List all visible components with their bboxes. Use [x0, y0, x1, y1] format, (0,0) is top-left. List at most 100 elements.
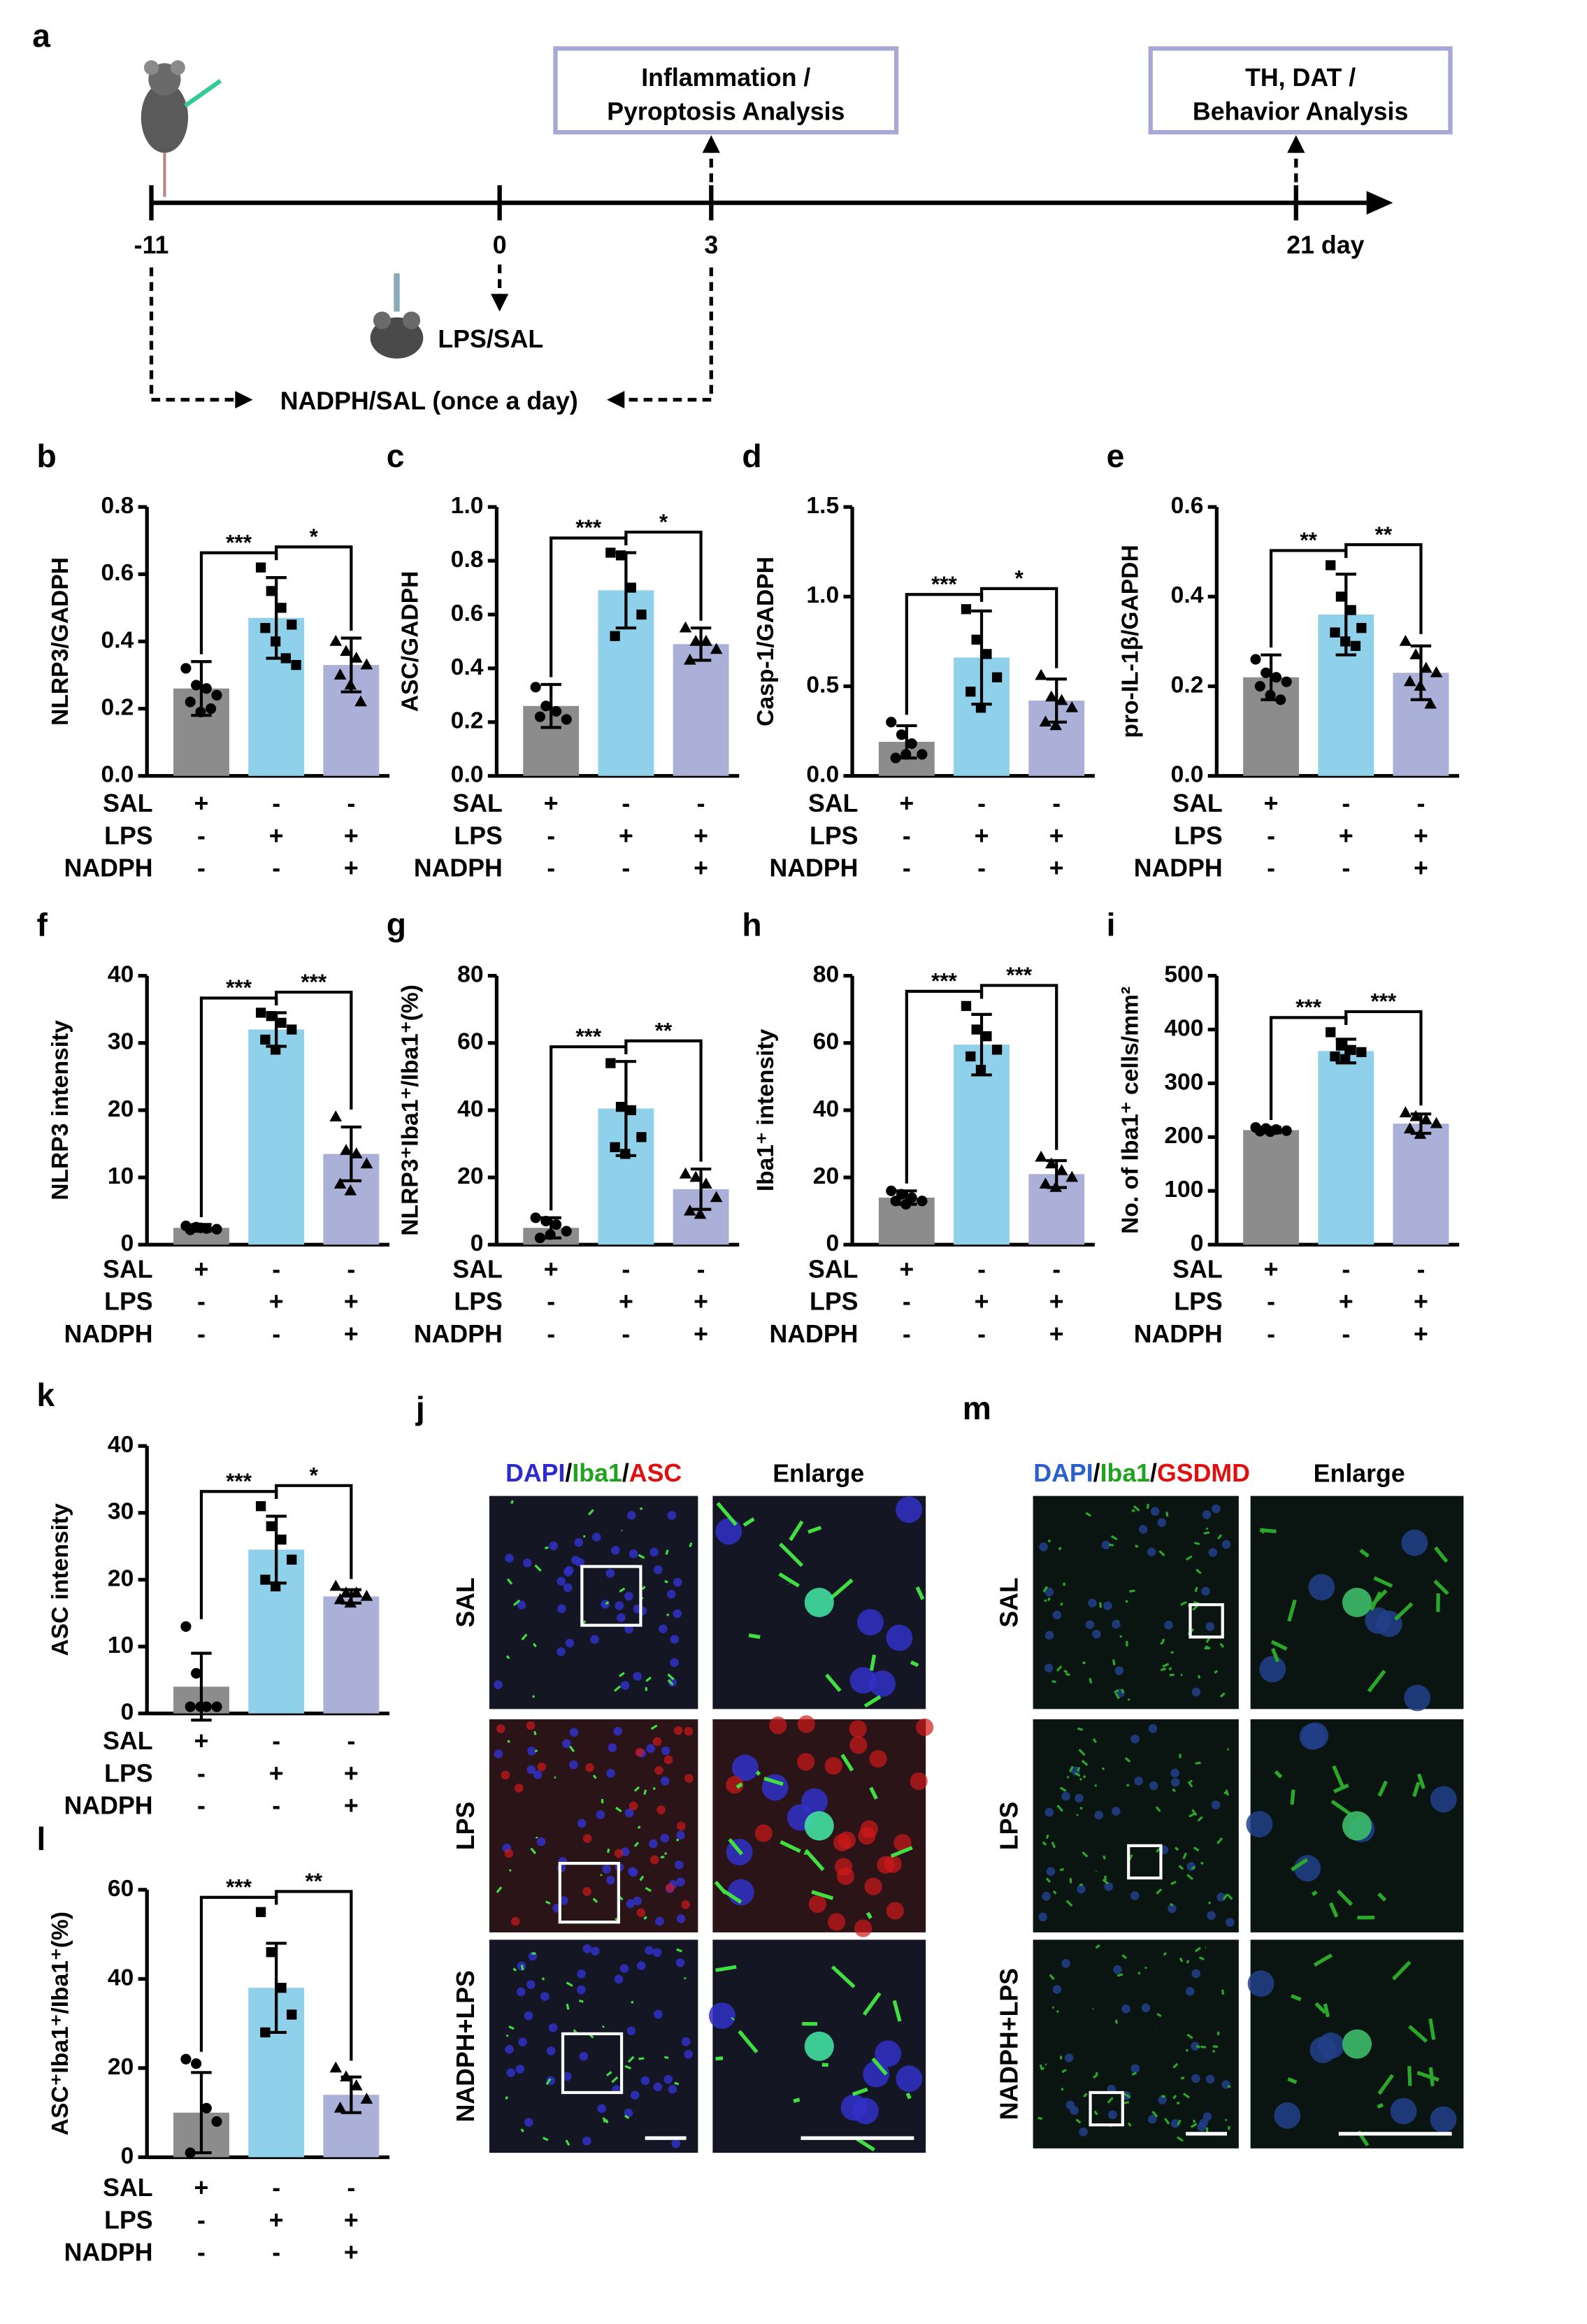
microglia-process	[1191, 1809, 1198, 1816]
asc-signal	[582, 1834, 592, 1843]
microglia-process	[1373, 1576, 1393, 1588]
significance-label: ***	[1006, 962, 1033, 987]
microglia-process	[910, 1660, 919, 1667]
microglia-process	[1369, 1591, 1382, 1612]
condition-name: LPS	[810, 822, 858, 849]
condition-sign: +	[694, 1288, 708, 1316]
microglia-process	[605, 1601, 610, 1605]
data-point	[1419, 661, 1432, 673]
microglia-process	[1182, 2093, 1190, 2099]
nucleus	[559, 1896, 568, 1905]
micrograph	[489, 1939, 698, 2153]
nucleus	[624, 2108, 633, 2118]
significance-label: ***	[931, 968, 958, 994]
microglia-process	[1434, 1546, 1449, 1563]
significance-label: ***	[226, 1468, 252, 1493]
condition-sign: +	[899, 1255, 914, 1283]
panel-label: l	[37, 1821, 46, 1857]
nucleus	[875, 2040, 902, 2067]
arrow-head	[1366, 191, 1393, 215]
microglia-process	[1089, 1677, 1093, 1684]
condition-sign: +	[619, 1288, 633, 1316]
micrograph-background	[489, 1719, 698, 1932]
enlarge-header: Enlarge	[1314, 1460, 1405, 1488]
asc-signal	[514, 1784, 524, 1793]
micrograph	[1246, 1719, 1464, 1932]
data-point	[287, 1554, 297, 1565]
data-point	[1403, 675, 1416, 687]
data-point	[540, 1216, 552, 1227]
condition-name: NADPH	[64, 1792, 153, 1820]
microglia-process	[1177, 2119, 1182, 2126]
nucleus	[708, 2002, 735, 2029]
stain-name: /	[1093, 1460, 1100, 1488]
microglia-process	[1146, 1503, 1149, 1509]
condition-name: NADPH	[769, 854, 858, 882]
condition-sign: +	[1339, 822, 1353, 849]
condition-sign: -	[903, 1320, 911, 1348]
nucleus	[1207, 1911, 1216, 1921]
microglia-process	[1078, 1749, 1086, 1756]
condition-sign: -	[977, 1255, 986, 1283]
microglia-process	[1192, 1605, 1198, 1611]
significance-bracket	[1344, 543, 1423, 634]
asc-signal	[754, 1824, 773, 1842]
condition-sign: -	[1052, 1255, 1061, 1283]
microglia-process	[1227, 2085, 1231, 2088]
condition-name: NADPH	[1134, 1320, 1223, 1348]
data-point	[344, 1596, 357, 1608]
microglia-process	[1377, 2102, 1384, 2109]
microglia-process	[667, 1673, 675, 1681]
condition-sign: +	[1264, 1255, 1279, 1283]
condition-sign: +	[899, 789, 914, 817]
condition-name: NADPH	[414, 854, 503, 882]
significance-label: ***	[226, 1874, 252, 1899]
asc-signal	[504, 1849, 514, 1858]
nucleus	[1401, 1529, 1428, 1556]
condition-sign: +	[1414, 854, 1428, 882]
microglia-process	[1377, 2074, 1395, 2095]
condition-sign: -	[347, 2174, 355, 2202]
data-point	[540, 701, 552, 712]
data-point	[1403, 1122, 1416, 1134]
microglia-process	[1108, 1543, 1114, 1547]
nucleus	[886, 1624, 913, 1651]
schedule-label: NADPH/SAL (once a day)	[280, 387, 578, 415]
data-point	[180, 663, 192, 674]
data-point	[350, 1586, 363, 1598]
nucleus	[556, 1647, 566, 1656]
condition-sign: -	[1417, 789, 1426, 817]
microglia-process	[1037, 2116, 1043, 2121]
data-point	[291, 659, 301, 670]
microglia-process	[1172, 1788, 1177, 1793]
condition-sign: +	[194, 2174, 209, 2202]
microglia-process	[1164, 2118, 1170, 2125]
bar	[1393, 1124, 1449, 1245]
microglia-process	[1044, 1599, 1047, 1602]
condition-sign: +	[344, 1288, 359, 1316]
asc-signal	[849, 1720, 867, 1738]
condition-sign: -	[272, 789, 280, 817]
data-point	[561, 714, 572, 725]
microglia-process	[780, 1840, 801, 1853]
microglia-process	[828, 1578, 854, 1600]
nucleus	[620, 1681, 630, 1690]
data-point	[1326, 560, 1336, 571]
condition-sign: -	[197, 1320, 206, 1348]
panel-label: i	[1107, 906, 1116, 942]
time-label: 0	[493, 231, 507, 259]
microglia-process	[592, 1774, 597, 1779]
data-point	[270, 1581, 281, 1592]
microglia-process	[1063, 1670, 1068, 1674]
y-axis-label: No. of Iba1⁺ cells/mm²	[1117, 987, 1143, 1234]
condition-sign: -	[1052, 789, 1061, 817]
data-point	[185, 2147, 196, 2158]
data-point	[534, 711, 546, 722]
condition-sign: -	[1267, 854, 1275, 882]
microglia-process	[602, 2025, 605, 2028]
microglia-process	[1186, 1960, 1190, 1964]
y-tick-label: 0	[121, 1231, 134, 1256]
microglia-process	[1060, 1602, 1063, 1606]
arrow-head	[702, 135, 720, 153]
nucleus	[494, 1749, 503, 1758]
